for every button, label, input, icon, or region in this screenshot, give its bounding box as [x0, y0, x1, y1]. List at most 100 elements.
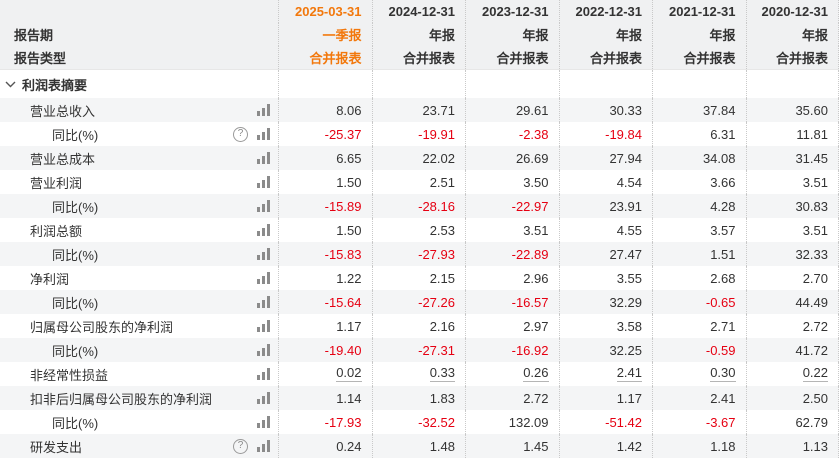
metric-value-cell: 2.41 [559, 362, 653, 386]
metric-value: 2.51 [430, 175, 455, 190]
row-icons [257, 272, 278, 284]
report-type-label: 报告类型 [14, 48, 66, 67]
metric-value: 0.33 [430, 366, 455, 382]
metric-value: 2.71 [710, 319, 735, 334]
metric-value: 1.50 [336, 223, 361, 238]
metric-value: 0.26 [523, 366, 548, 382]
metric-value-cell: -17.93 [278, 410, 372, 434]
column-report-type: 合并报表 [372, 46, 466, 69]
chevron-down-icon [5, 81, 16, 88]
metric-value: 6.31 [710, 127, 735, 142]
metric-value: -15.83 [325, 247, 362, 262]
metric-value-cell: -0.65 [652, 290, 746, 314]
column-report-type: 合并报表 [652, 46, 746, 69]
metric-value-cell: 8.06 [278, 98, 372, 122]
metric-value-cell: 32.25 [559, 338, 653, 362]
metric-value: 3.55 [617, 271, 642, 286]
section-income-statement-summary[interactable]: 利润表摘要 [0, 70, 839, 98]
bar-chart-icon[interactable] [257, 224, 270, 236]
section-label: 利润表摘要 [22, 75, 87, 94]
metric-value-cell: 1.22 [278, 266, 372, 290]
bar-chart-icon[interactable] [257, 272, 270, 284]
metric-value: 37.84 [703, 103, 736, 118]
metric-value: 1.14 [336, 391, 361, 406]
column-date-text: 2023-12-31 [482, 4, 549, 19]
metric-value-cell: 2.97 [465, 314, 559, 338]
help-icon[interactable]: ? [233, 127, 248, 142]
metric-value: 26.69 [516, 151, 549, 166]
metric-value: 4.28 [710, 199, 735, 214]
bar-chart-icon[interactable] [257, 152, 270, 164]
metric-value: -0.65 [706, 295, 736, 310]
metric-value-cell: -25.37 [278, 122, 372, 146]
column-report-period: 年报 [465, 23, 559, 46]
metric-value-cell: 1.14 [278, 386, 372, 410]
bar-chart-icon[interactable] [257, 344, 270, 356]
metric-label-cell: 非经常性损益 [0, 362, 278, 386]
metric-value: 1.48 [430, 439, 455, 454]
bar-chart-icon[interactable] [257, 320, 270, 332]
bar-chart-icon[interactable] [257, 248, 270, 260]
metric-value-cell: 27.94 [559, 146, 653, 170]
bar-chart-icon[interactable] [257, 296, 270, 308]
metric-value: 1.50 [336, 175, 361, 190]
column-date: 2020-12-31 [746, 0, 839, 23]
metric-value-cell: 2.68 [652, 266, 746, 290]
metric-value-cell: 1.17 [559, 386, 653, 410]
bar-chart-icon[interactable] [257, 368, 270, 380]
metric-value: 2.41 [617, 366, 642, 382]
metric-value: 2.70 [803, 271, 828, 286]
column-date-text: 2022-12-31 [576, 4, 643, 19]
metric-value: 2.53 [430, 223, 455, 238]
row-icons [257, 296, 278, 308]
metric-value: 2.16 [430, 319, 455, 334]
column-report-type: 合并报表 [746, 46, 839, 69]
column-report-type: 合并报表 [559, 46, 653, 69]
metric-value: 2.68 [710, 271, 735, 286]
column-date-text: 2021-12-31 [669, 4, 736, 19]
metric-value-cell: 0.24 [278, 434, 372, 458]
bar-chart-icon[interactable] [257, 440, 270, 452]
metric-value: -0.59 [706, 343, 736, 358]
metric-label: 营业利润 [30, 173, 82, 192]
metric-value-cell: -22.89 [465, 242, 559, 266]
metric-value-cell: 34.08 [652, 146, 746, 170]
bar-chart-icon[interactable] [257, 128, 270, 140]
metric-value: 22.02 [422, 151, 455, 166]
metric-value-cell: 41.72 [746, 338, 839, 362]
metric-value: 2.15 [430, 271, 455, 286]
metric-value: 27.47 [609, 247, 642, 262]
metric-value-cell: 0.33 [372, 362, 466, 386]
help-icon[interactable]: ? [233, 439, 248, 454]
metric-value: 30.33 [609, 103, 642, 118]
column-date-text: 2024-12-31 [389, 4, 456, 19]
column-report-period-text: 年报 [802, 25, 828, 44]
metric-label-cell: 同比(%) [0, 410, 278, 434]
metric-value: 27.94 [609, 151, 642, 166]
metric-value-cell: -32.52 [372, 410, 466, 434]
bar-chart-icon[interactable] [257, 200, 270, 212]
metric-value-cell: -27.31 [372, 338, 466, 362]
section-empty-cell [746, 70, 839, 98]
metric-value: 1.18 [710, 439, 735, 454]
metric-value-cell: 1.50 [278, 218, 372, 242]
metric-value-cell: -27.93 [372, 242, 466, 266]
metric-value: -3.67 [706, 415, 736, 430]
report-type-row-label: 报告类型 [0, 46, 278, 69]
metric-value-cell: 35.60 [746, 98, 839, 122]
metric-value-cell: 1.45 [465, 434, 559, 458]
metric-value: 4.54 [617, 175, 642, 190]
metric-label: 利润总额 [30, 221, 82, 240]
bar-chart-icon[interactable] [257, 392, 270, 404]
metric-value-cell: 2.50 [746, 386, 839, 410]
row-icons [257, 392, 278, 404]
bar-chart-icon[interactable] [257, 416, 270, 428]
bar-chart-icon[interactable] [257, 176, 270, 188]
metric-value: 32.33 [795, 247, 828, 262]
bar-chart-icon[interactable] [257, 104, 270, 116]
metric-value: 6.65 [336, 151, 361, 166]
